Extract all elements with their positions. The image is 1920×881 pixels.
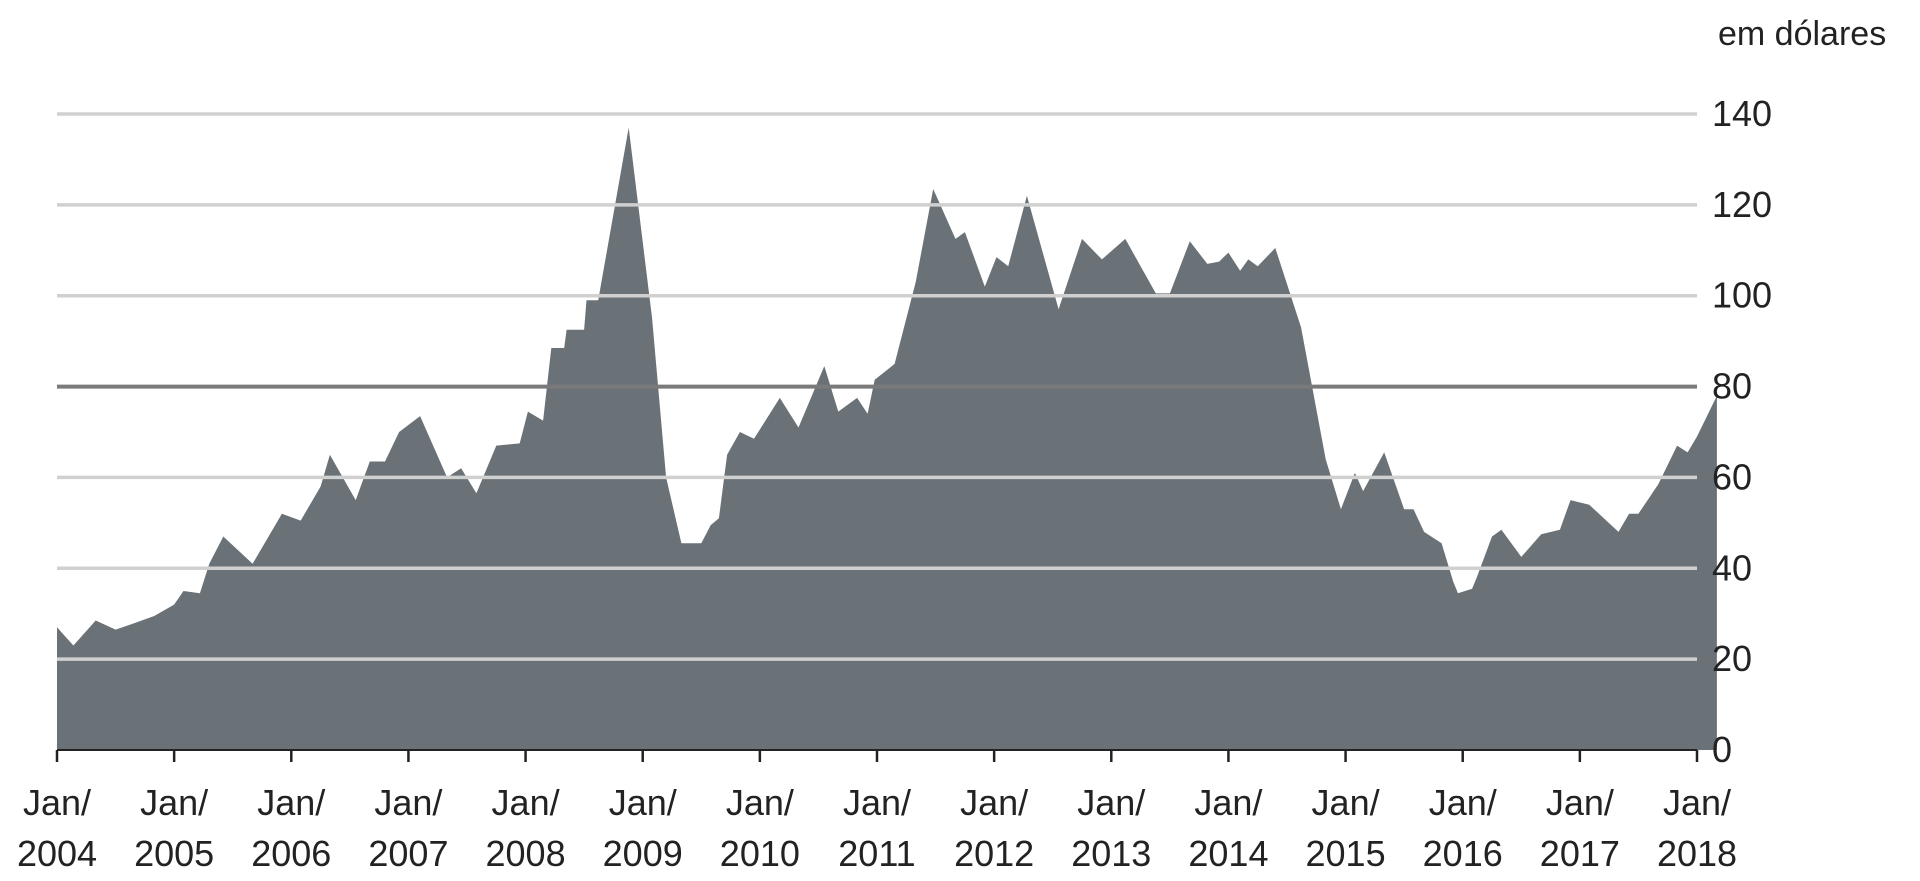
x-tick-label-year-2005: 2005 — [134, 833, 214, 874]
x-tick-label-month-2014: Jan/ — [1194, 782, 1262, 823]
x-tick-label-year-2012: 2012 — [954, 833, 1034, 874]
x-tick-label-year-2011: 2011 — [838, 833, 915, 874]
x-tick-label-year-2008: 2008 — [486, 833, 566, 874]
y-tick-label-40: 40 — [1712, 547, 1752, 588]
x-tick-label-month-2007: Jan/ — [374, 782, 442, 823]
x-tick-label-year-2004: 2004 — [17, 833, 97, 874]
y-tick-label-120: 120 — [1712, 184, 1772, 225]
x-tick-label-month-2015: Jan/ — [1312, 782, 1380, 823]
price-area — [57, 127, 1717, 751]
x-tick-label-month-2006: Jan/ — [257, 782, 325, 823]
x-tick-label-year-2010: 2010 — [720, 833, 800, 874]
y-tick-label-140: 140 — [1712, 93, 1772, 134]
x-tick-label-month-2011: Jan/ — [843, 782, 911, 823]
x-axis — [55, 749, 1699, 762]
x-tick-label-month-2012: Jan/ — [960, 782, 1028, 823]
x-tick-label-month-2018: Jan/ — [1663, 782, 1731, 823]
x-tick-label-year-2015: 2015 — [1306, 833, 1386, 874]
x-tick-label-year-2006: 2006 — [251, 833, 331, 874]
gridline-overlay — [57, 112, 1697, 661]
x-tick-label-year-2013: 2013 — [1071, 833, 1151, 874]
y-axis-labels: 0 20 40 60 80 100 120 140 — [1712, 93, 1772, 770]
x-tick-label-month-2009: Jan/ — [609, 782, 677, 823]
x-tick-label-month-2005: Jan/ — [140, 782, 208, 823]
x-tick-label-month-2016: Jan/ — [1429, 782, 1497, 823]
x-tick-label-year-2009: 2009 — [603, 833, 683, 874]
y-tick-label-80: 80 — [1712, 366, 1752, 407]
y-tick-label-60: 60 — [1712, 456, 1752, 497]
y-tick-label-20: 20 — [1712, 638, 1752, 679]
x-tick-label-month-2013: Jan/ — [1077, 782, 1145, 823]
y-axis-unit-label: em dólares — [1718, 15, 1886, 53]
x-axis-labels: Jan/2004 Jan/2005 Jan/2006 Jan/2007 Jan/2008… — [17, 782, 1737, 874]
x-tick-label-year-2014: 2014 — [1188, 833, 1268, 874]
x-tick-label-month-2008: Jan/ — [492, 782, 560, 823]
y-tick-label-0: 0 — [1712, 729, 1732, 770]
y-tick-label-100: 100 — [1712, 275, 1772, 316]
x-tick-label-year-2007: 2007 — [368, 833, 448, 874]
x-tick-label-month-2017: Jan/ — [1546, 782, 1614, 823]
x-tick-label-month-2004: Jan/ — [23, 782, 91, 823]
x-tick-label-year-2016: 2016 — [1423, 833, 1503, 874]
x-tick-label-year-2018: 2018 — [1657, 833, 1737, 874]
x-tick-label-year-2017: 2017 — [1540, 833, 1620, 874]
x-tick-label-month-2010: Jan/ — [726, 782, 794, 823]
